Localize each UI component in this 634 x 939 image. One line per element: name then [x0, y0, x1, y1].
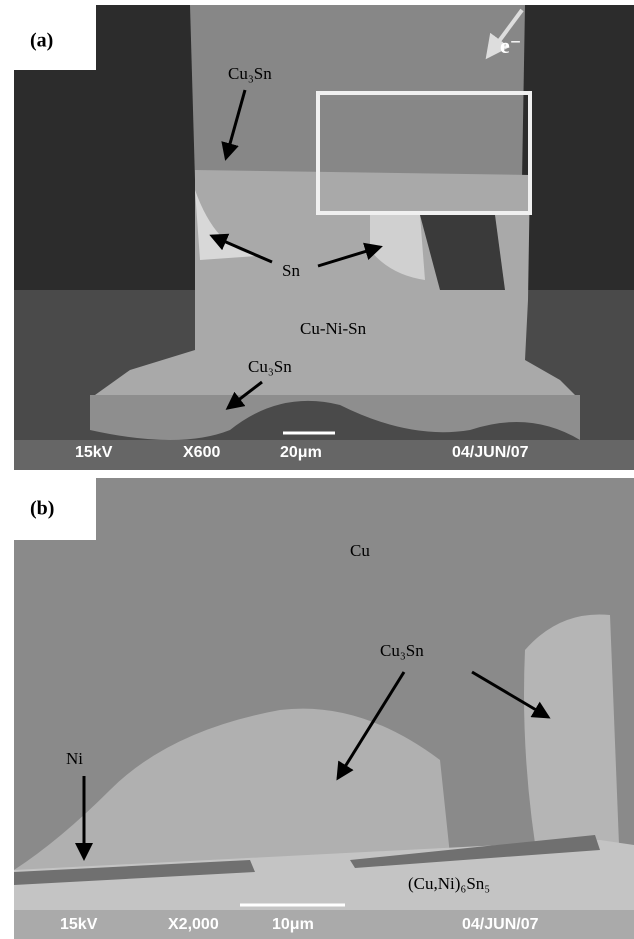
- date: 04/JUN/07: [452, 444, 529, 461]
- annotation: Cu₃Sn: [228, 64, 272, 83]
- annotation: Cu₃Sn: [248, 357, 292, 376]
- annotation: Cu-Ni-Sn: [300, 319, 367, 338]
- voltage: 15kV: [60, 916, 98, 933]
- voltage: 15kV: [75, 444, 113, 461]
- annotation: Ni: [66, 749, 83, 768]
- date: 04/JUN/07: [462, 916, 539, 933]
- panel-label: (a): [30, 30, 53, 52]
- label-box: [14, 478, 96, 540]
- scale: 20μm: [280, 444, 322, 461]
- panel-b: (b) Cu Cu₃Sn Ni (Cu,Ni)₆Sn₅ 15kV X2,000 …: [14, 478, 634, 939]
- label-box: [14, 5, 96, 70]
- info-band: [14, 910, 634, 939]
- annotation: Cu: [350, 541, 370, 560]
- scale: 10μm: [272, 916, 314, 933]
- annotation: e⁻: [500, 33, 521, 58]
- panel-a: (a) Cu₃Sn e⁻ Sn Cu-Ni-Sn Cu₃Sn 15kV X600…: [14, 5, 634, 470]
- panel-label: (b): [30, 498, 54, 520]
- magnification: X2,000: [168, 916, 219, 933]
- cu3sn-grain: [524, 614, 620, 875]
- annotation: (Cu,Ni)₆Sn₅: [408, 874, 490, 893]
- annotation: Cu₃Sn: [380, 641, 424, 660]
- magnification: X600: [183, 444, 220, 461]
- annotation: Sn: [282, 261, 300, 280]
- figure: (a) Cu₃Sn e⁻ Sn Cu-Ni-Sn Cu₃Sn 15kV X600…: [0, 0, 634, 939]
